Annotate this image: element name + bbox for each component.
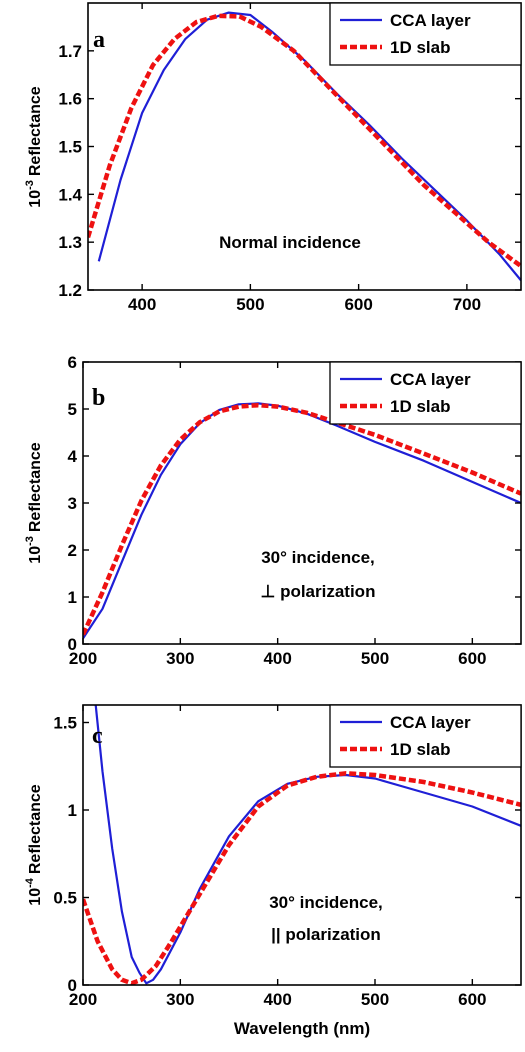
- y-tick-label: 2: [68, 541, 77, 560]
- y-tick-label: 1: [68, 801, 77, 820]
- x-tick-label: 300: [166, 990, 194, 1009]
- y-axis-label: 10-4 Reflectance: [24, 784, 44, 906]
- annotation-line: || polarization: [271, 925, 381, 944]
- legend-box: [329, 2, 522, 66]
- y-axis-label: 10-3 Reflectance: [24, 442, 44, 564]
- x-axis-label: Wavelength (nm): [234, 1019, 370, 1038]
- y-tick-label: 4: [68, 447, 78, 466]
- x-tick-label: 500: [236, 295, 264, 314]
- y-tick-label: 1.6: [58, 90, 82, 109]
- annotation-line: Normal incidence: [219, 233, 361, 252]
- legend-box: [329, 361, 522, 425]
- x-tick-label: 700: [453, 295, 481, 314]
- x-tick-label: 400: [263, 990, 291, 1009]
- y-tick-label: 1.5: [53, 714, 77, 733]
- y-tick-label: 1.3: [58, 233, 82, 252]
- y-axis-label-base: 10: [27, 546, 44, 564]
- legend-label-cca-layer: CCA layer: [390, 713, 471, 732]
- y-tick-label: 3: [68, 494, 77, 513]
- x-tick-label: 600: [458, 649, 486, 668]
- x-tick-label: 200: [69, 990, 97, 1009]
- y-axis-label-exponent: -3: [24, 536, 36, 546]
- y-tick-label: 5: [68, 400, 77, 419]
- y-tick-label: 1.4: [58, 185, 82, 204]
- x-tick-label: 500: [361, 990, 389, 1009]
- x-tick-label: 200: [69, 649, 97, 668]
- legend-label-cca-layer: CCA layer: [390, 370, 471, 389]
- y-axis-label-text: Reflectance: [27, 784, 44, 874]
- legend-box: [329, 704, 522, 768]
- series-line-cca-layer: [83, 402, 521, 640]
- panel-c: 200 300 400 500 600 0 0.5 1 1.5 10-4 Reflectance c 3…: [24, 704, 522, 1009]
- x-tick-label: 400: [128, 295, 156, 314]
- legend-label-1d-slab: 1D slab: [390, 740, 450, 759]
- series-line-cca-layer: [97, 11, 521, 282]
- annotation-line: ⊥ polarization: [261, 582, 376, 601]
- axes-frame: [82, 704, 522, 986]
- series-line-1d-slab: [83, 771, 521, 985]
- y-tick-label: 0: [68, 635, 77, 654]
- y-tick-label: 1: [68, 588, 77, 607]
- y-tick-label: 1.7: [58, 42, 82, 61]
- y-tick-label: 1.2: [58, 281, 82, 300]
- x-tick-label: 300: [166, 649, 194, 668]
- y-axis-label-base: 10: [27, 190, 44, 208]
- y-axis-label-exponent: -4: [24, 877, 36, 888]
- y-axis-label: 10-3 Reflectance: [24, 86, 44, 208]
- legend: CCA layer 1D slab: [329, 704, 522, 768]
- y-tick-label: 6: [68, 353, 77, 372]
- y-tick-label: 0.5: [53, 889, 77, 908]
- x-tick-label: 600: [458, 990, 486, 1009]
- y-axis-label-text: Reflectance: [27, 86, 44, 176]
- y-tick-label: 0: [68, 976, 77, 995]
- x-tick-label: 400: [263, 649, 291, 668]
- legend-label-1d-slab: 1D slab: [390, 397, 450, 416]
- x-tick-label: 500: [361, 649, 389, 668]
- legend: CCA layer 1D slab: [329, 361, 522, 425]
- series-line-1d-slab: [83, 402, 521, 636]
- panel-label: a: [93, 27, 105, 53]
- legend-label-cca-layer: CCA layer: [390, 11, 471, 30]
- y-axis-label-text: Reflectance: [27, 442, 44, 532]
- series-line-1d-slab: [88, 13, 521, 268]
- panel-label: b: [92, 385, 105, 411]
- x-tick-label: 600: [344, 295, 372, 314]
- panel-a: 400 500 600 700 1.2 1.3 1.4 1.5 1.6 1.7 10-3 Reflec…: [24, 2, 522, 314]
- panel-b: 200 300 400 500 600 0 1 2 3 4 5 6 10-3 Reflectance b 30…: [24, 353, 522, 668]
- y-axis-label-base: 10: [27, 888, 44, 906]
- legend: CCA layer 1D slab: [329, 2, 522, 66]
- annotation-line: 30° incidence,: [261, 548, 375, 567]
- annotation-line: 30° incidence,: [269, 893, 383, 912]
- panel-label: c: [92, 723, 103, 749]
- legend-label-1d-slab: 1D slab: [390, 38, 450, 57]
- y-axis-label-exponent: -3: [24, 180, 36, 190]
- y-tick-label: 1.5: [58, 138, 82, 157]
